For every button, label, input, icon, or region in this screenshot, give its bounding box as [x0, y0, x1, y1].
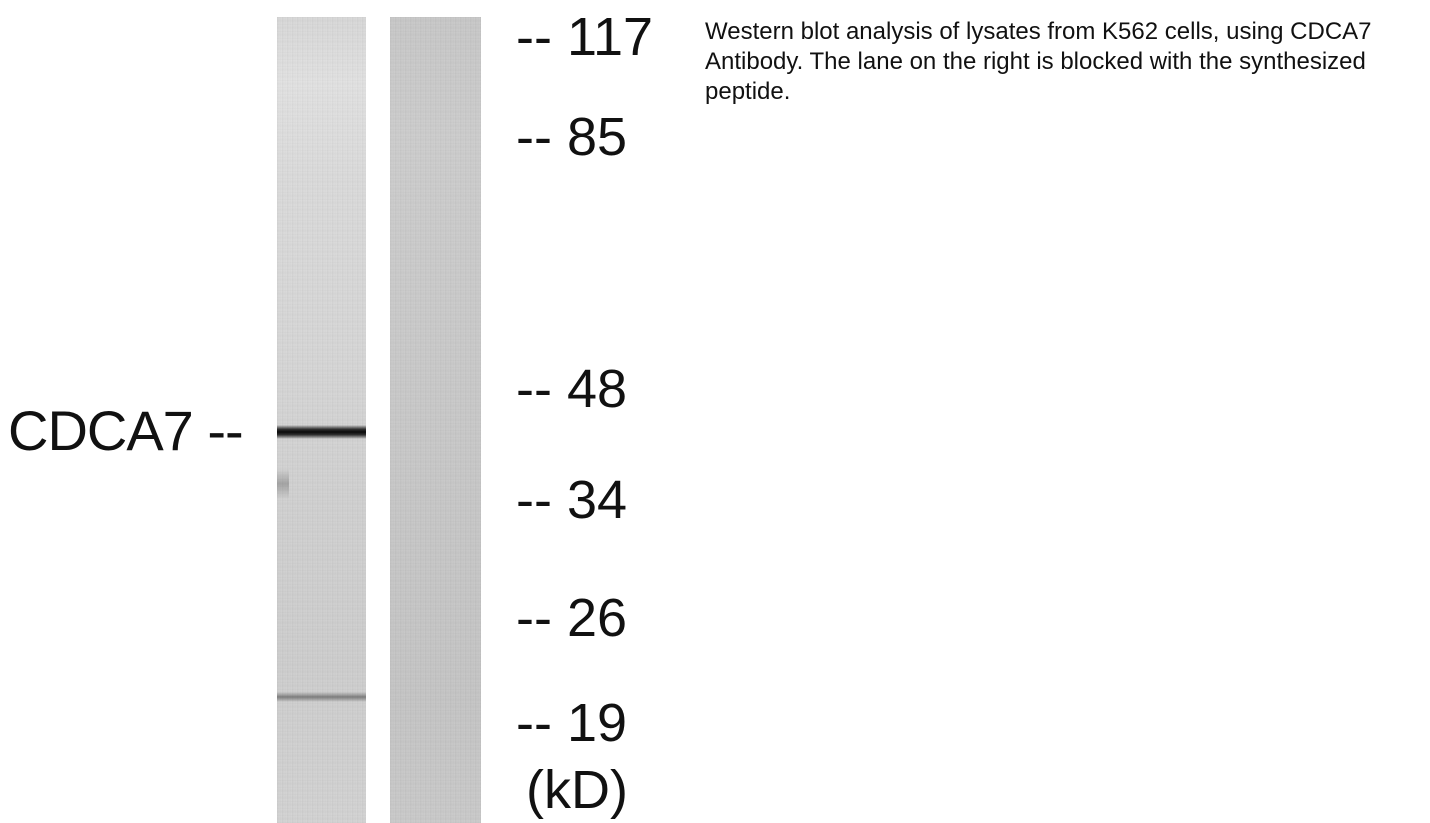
lane-peptide-blocked — [390, 17, 481, 823]
band-low-mw — [277, 692, 366, 702]
marker-19: -- 19 — [516, 693, 628, 753]
marker-117: -- 117 — [516, 7, 654, 67]
lane-blocked-texture — [390, 17, 481, 823]
band-label: CDCA7 -- — [8, 399, 244, 462]
lane-sample — [277, 17, 366, 823]
marker-26: -- 26 — [516, 588, 628, 648]
marker-34: -- 34 — [516, 470, 628, 530]
unit-label: (kD) — [526, 760, 628, 820]
lane-sample-texture — [277, 17, 366, 823]
marker-48: -- 48 — [516, 359, 628, 419]
faint-smear — [277, 469, 289, 499]
band-cdca7 — [277, 425, 366, 439]
marker-85: -- 85 — [516, 107, 628, 167]
figure-caption: Western blot analysis of lysates from K5… — [705, 18, 1372, 105]
